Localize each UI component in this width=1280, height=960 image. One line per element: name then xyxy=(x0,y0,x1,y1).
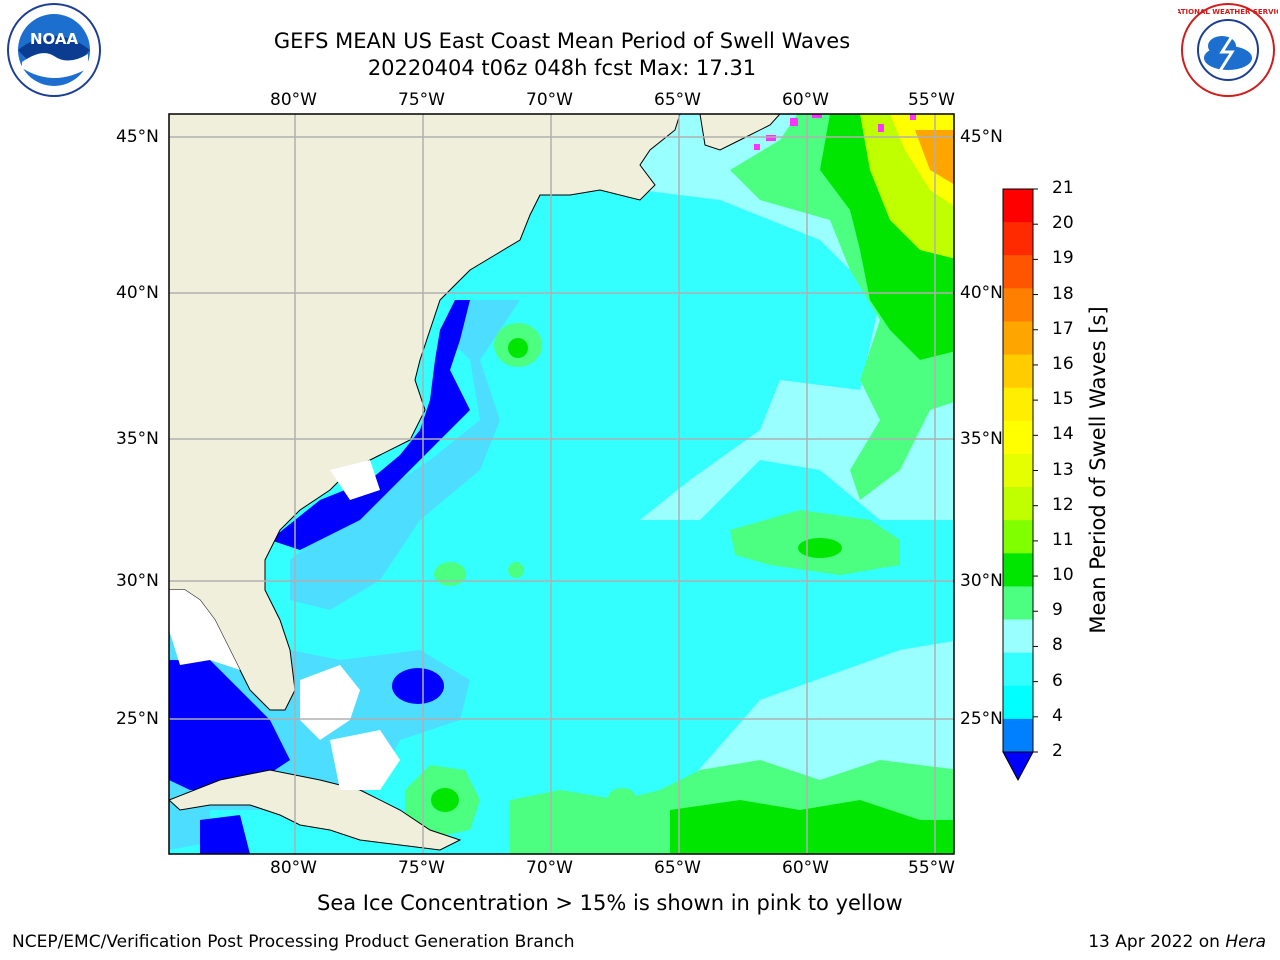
sea-ice-mark xyxy=(878,124,884,132)
lat-label-left-40n: 40°N xyxy=(116,283,159,303)
swell-region-9s-blob-2 xyxy=(434,562,466,586)
sea-ice-mark xyxy=(812,114,822,118)
colorbar-tick-label: 11 xyxy=(1052,529,1074,550)
swell-region-6s-coastal xyxy=(290,300,520,610)
colorbar-segment xyxy=(1003,387,1033,422)
nws-logo: NATIONAL WEATHER SERVICE xyxy=(1170,2,1280,98)
lon-label-bottom-75w: 75°W xyxy=(398,858,445,878)
lon-label-bottom-70w: 70°W xyxy=(526,858,573,878)
colorbar-tick-label: 4 xyxy=(1052,705,1063,726)
noaa-logo: NOAA xyxy=(2,2,106,98)
swell-region-8-9s xyxy=(564,114,954,850)
colorbar-tick-label: 21 xyxy=(1052,178,1074,198)
lat-label-left-45n: 45°N xyxy=(116,127,159,147)
colorbar-segment xyxy=(1003,553,1033,587)
lat-label-right-30n: 30°N xyxy=(960,571,1003,591)
colorbar-tick-label: 14 xyxy=(1052,424,1074,445)
lat-label-right-40n: 40°N xyxy=(960,283,1003,303)
lon-label-top-60w: 60°W xyxy=(782,90,829,110)
colorbar-segment xyxy=(1003,520,1033,554)
map-grid xyxy=(169,114,954,854)
nws-logo-text: NATIONAL WEATHER SERVICE xyxy=(1178,8,1278,16)
colorbar-segment xyxy=(1003,255,1033,289)
colorbar-segment xyxy=(1003,652,1033,687)
colorbar-tick-label: 12 xyxy=(1052,494,1074,515)
swell-region-11s-se xyxy=(798,538,842,558)
footer-host: Hera xyxy=(1225,932,1266,952)
colorbar-tick-label: 15 xyxy=(1052,389,1074,410)
colorbar-segment xyxy=(1003,189,1033,223)
colorbar-tick-label: 9 xyxy=(1052,600,1063,621)
colorbar-title: Mean Period of Swell Waves [s] xyxy=(1086,306,1110,634)
lat-label-right-25n: 25°N xyxy=(960,709,1003,729)
colorbar-segment xyxy=(1003,619,1033,654)
map-frame xyxy=(168,113,955,855)
no-data-carolina xyxy=(330,460,380,500)
lat-label-right-35n: 35°N xyxy=(960,429,1003,449)
colorbar-tick-label: 13 xyxy=(1052,459,1074,480)
sea-ice-note: Sea Ice Concentration > 15% is shown in … xyxy=(317,891,903,915)
lon-label-top-80w: 80°W xyxy=(270,90,317,110)
land-cuba xyxy=(169,769,462,851)
lon-label-bottom-60w: 60°W xyxy=(782,858,829,878)
colorbar-tick-label: 17 xyxy=(1052,318,1074,339)
lat-label-left-25n: 25°N xyxy=(116,709,159,729)
colorbar-tick-label: 2 xyxy=(1052,741,1063,761)
swell-region-4s-caribbean xyxy=(200,815,250,854)
no-data-bahamas xyxy=(300,665,360,740)
lat-label-left-30n: 30°N xyxy=(116,571,159,591)
colorbar-tick-label: 20 xyxy=(1052,213,1074,234)
swell-region-2-4s-coastal xyxy=(270,300,470,550)
colorbar-segment xyxy=(1003,685,1033,720)
colorbar-segment xyxy=(1003,453,1033,488)
footer-branch: NCEP/EMC/Verification Post Processing Pr… xyxy=(12,932,575,952)
lon-label-bottom-65w: 65°W xyxy=(654,858,701,878)
colorbar-tick-label: 8 xyxy=(1052,635,1063,656)
colorbar-segment xyxy=(1003,420,1033,455)
footer-date-text: 13 Apr 2022 on xyxy=(1088,932,1220,952)
colorbar-segment xyxy=(1003,586,1033,621)
land-nova-scotia xyxy=(699,114,781,151)
swell-region-9s-blob-3 xyxy=(508,562,524,578)
swell-region-11s-blob-1 xyxy=(508,338,528,358)
chart-subtitle: 20220404 t06z 048h fcst Max: 17.31 xyxy=(367,56,757,80)
colorbar-tick-label: 18 xyxy=(1052,283,1074,304)
swell-region-9s-blob-4 xyxy=(608,788,636,808)
colorbar-tick-label: 10 xyxy=(1052,565,1074,586)
colorbar xyxy=(1002,188,1038,782)
no-data-florida-west xyxy=(169,590,240,670)
footer-date: 13 Apr 2022 on Hera xyxy=(1088,932,1266,952)
lon-label-top-65w: 65°W xyxy=(654,90,701,110)
colorbar-segment xyxy=(1003,288,1033,322)
colorbar-extend-triangle xyxy=(1002,751,1034,782)
swell-region-2-4s-bahamas xyxy=(392,668,444,704)
colorbar-tick-label: 19 xyxy=(1052,248,1074,269)
sea-ice-mark xyxy=(766,135,776,141)
colorbar-tick-label: 6 xyxy=(1052,670,1063,691)
sea-ice-mark xyxy=(910,114,916,120)
swell-region-2s-south xyxy=(169,660,290,790)
lat-label-right-45n: 45°N xyxy=(960,127,1003,147)
land-us-east-coast xyxy=(169,114,681,711)
lon-label-bottom-80w: 80°W xyxy=(270,858,317,878)
lon-label-top-75w: 75°W xyxy=(398,90,445,110)
colorbar-segment xyxy=(1003,487,1033,521)
colorbar-segment xyxy=(1003,354,1033,389)
noaa-logo-text: NOAA xyxy=(30,30,79,48)
swell-region-11s-south xyxy=(670,800,954,854)
colorbar-segment xyxy=(1003,718,1033,753)
swell-region-11s-caribbean xyxy=(431,788,459,812)
sea-ice-mark xyxy=(790,118,798,126)
colorbar-segment xyxy=(1003,222,1033,256)
colorbar-segment xyxy=(1003,321,1033,356)
chart-title: GEFS MEAN US East Coast Mean Period of S… xyxy=(273,29,851,53)
sea-ice-mark xyxy=(754,144,760,150)
colorbar-tick-label: 16 xyxy=(1052,353,1074,374)
lon-label-top-55w: 55°W xyxy=(908,90,955,110)
no-data-bahamas-south xyxy=(330,730,400,790)
lon-label-bottom-55w: 55°W xyxy=(908,858,955,878)
lon-label-top-70w: 70°W xyxy=(526,90,573,110)
lat-label-left-35n: 35°N xyxy=(116,429,159,449)
